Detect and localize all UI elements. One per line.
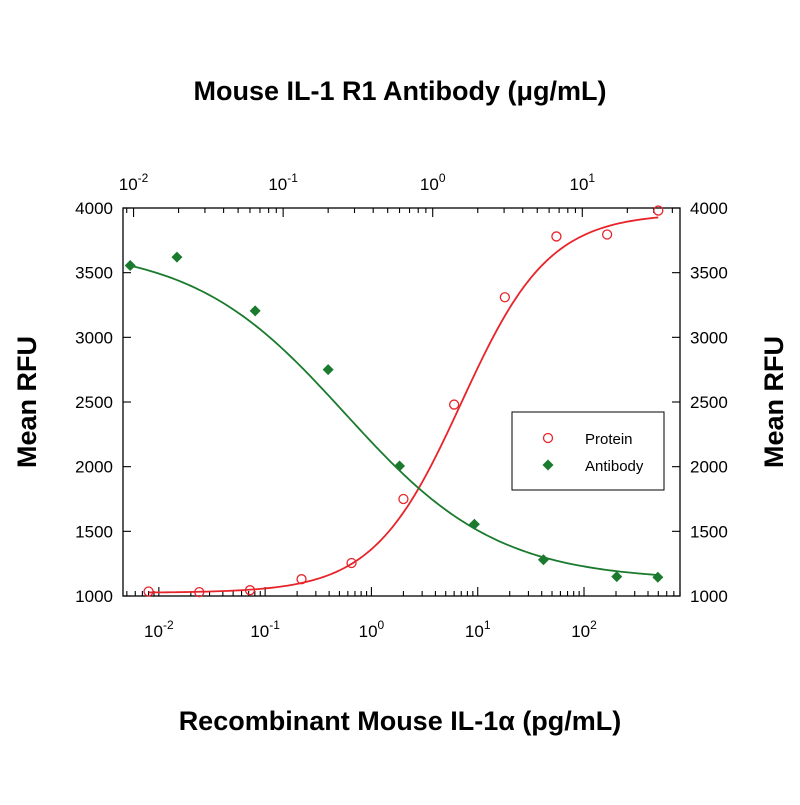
curves-layer bbox=[130, 216, 659, 594]
protein-data-point bbox=[244, 585, 256, 596]
top-tick-label: 101 bbox=[569, 171, 595, 194]
right-tick-label: 4000 bbox=[690, 199, 728, 218]
left-tick-label: 4000 bbox=[75, 199, 113, 218]
antibody-fit-curve bbox=[130, 264, 658, 576]
plot-frame bbox=[122, 207, 681, 597]
left-tick-label: 2000 bbox=[75, 458, 113, 477]
bottom-tick-label: 100 bbox=[359, 618, 385, 641]
top-tick-label: 10-2 bbox=[119, 171, 149, 194]
right-tick-label: 3000 bbox=[690, 328, 728, 347]
bottom-tick-label: 102 bbox=[571, 618, 597, 641]
antibody-data-point bbox=[124, 260, 136, 272]
antibody-data-point bbox=[652, 571, 664, 583]
protein-data-point bbox=[346, 557, 357, 569]
antibody-data-point bbox=[394, 460, 406, 472]
protein-data-point bbox=[601, 229, 613, 240]
top-tick-label: 10-1 bbox=[268, 171, 298, 194]
legend-label-protein: Protein bbox=[585, 431, 633, 448]
protein-fit-curve bbox=[148, 216, 659, 594]
antibody-data-point bbox=[611, 571, 623, 583]
left-tick-label: 3000 bbox=[75, 328, 113, 347]
legend-box bbox=[511, 411, 665, 491]
antibody-data-point bbox=[468, 518, 480, 530]
protein-data-point bbox=[551, 231, 562, 242]
protein-data-point bbox=[296, 574, 307, 585]
protein-data-point bbox=[398, 493, 409, 505]
legend: Protein Antibody bbox=[511, 411, 665, 491]
left-tick-label: 2500 bbox=[75, 393, 113, 412]
legend-label-antibody: Antibody bbox=[585, 458, 644, 475]
right-tick-label: 1500 bbox=[690, 522, 728, 541]
right-tick-label: 3500 bbox=[690, 264, 728, 283]
protein-data-point bbox=[143, 586, 154, 597]
left-tick-label: 1500 bbox=[75, 522, 113, 541]
antibody-data-point bbox=[171, 251, 183, 263]
right-tick-label: 1000 bbox=[690, 587, 728, 606]
left-axis-title: Mean RFU bbox=[12, 336, 42, 468]
right-axis-title: Mean RFU bbox=[759, 336, 789, 468]
right-tick-label: 2500 bbox=[690, 393, 728, 412]
bottom-tick-label: 10-2 bbox=[144, 618, 174, 641]
antibody-data-point bbox=[249, 305, 261, 317]
axes-layer: 10-2 10-1 100 101 102 10-2 10-1 100 101 1000 1500 2… bbox=[75, 171, 728, 641]
left-tick-label: 3500 bbox=[75, 264, 113, 283]
bottom-axis-title: Recombinant Mouse IL-1α (pg/mL) bbox=[179, 706, 622, 736]
protein-data-point bbox=[448, 399, 460, 410]
antibody-data-point bbox=[322, 364, 334, 376]
points-layer bbox=[124, 205, 664, 598]
top-tick-label: 100 bbox=[420, 171, 446, 194]
bottom-tick-label: 101 bbox=[465, 618, 491, 641]
right-tick-label: 2000 bbox=[690, 458, 728, 477]
top-axis-title: Mouse IL-1 R1 Antibody (μg/mL) bbox=[193, 76, 606, 106]
bottom-tick-label: 10-1 bbox=[250, 618, 280, 641]
left-tick-label: 1000 bbox=[75, 587, 113, 606]
legend-marker-protein bbox=[542, 432, 554, 444]
protein-data-point bbox=[653, 205, 664, 216]
protein-data-point bbox=[194, 586, 205, 598]
antibody-data-point bbox=[537, 554, 549, 566]
legend-marker-antibody bbox=[542, 459, 554, 471]
protein-data-point bbox=[499, 292, 511, 303]
